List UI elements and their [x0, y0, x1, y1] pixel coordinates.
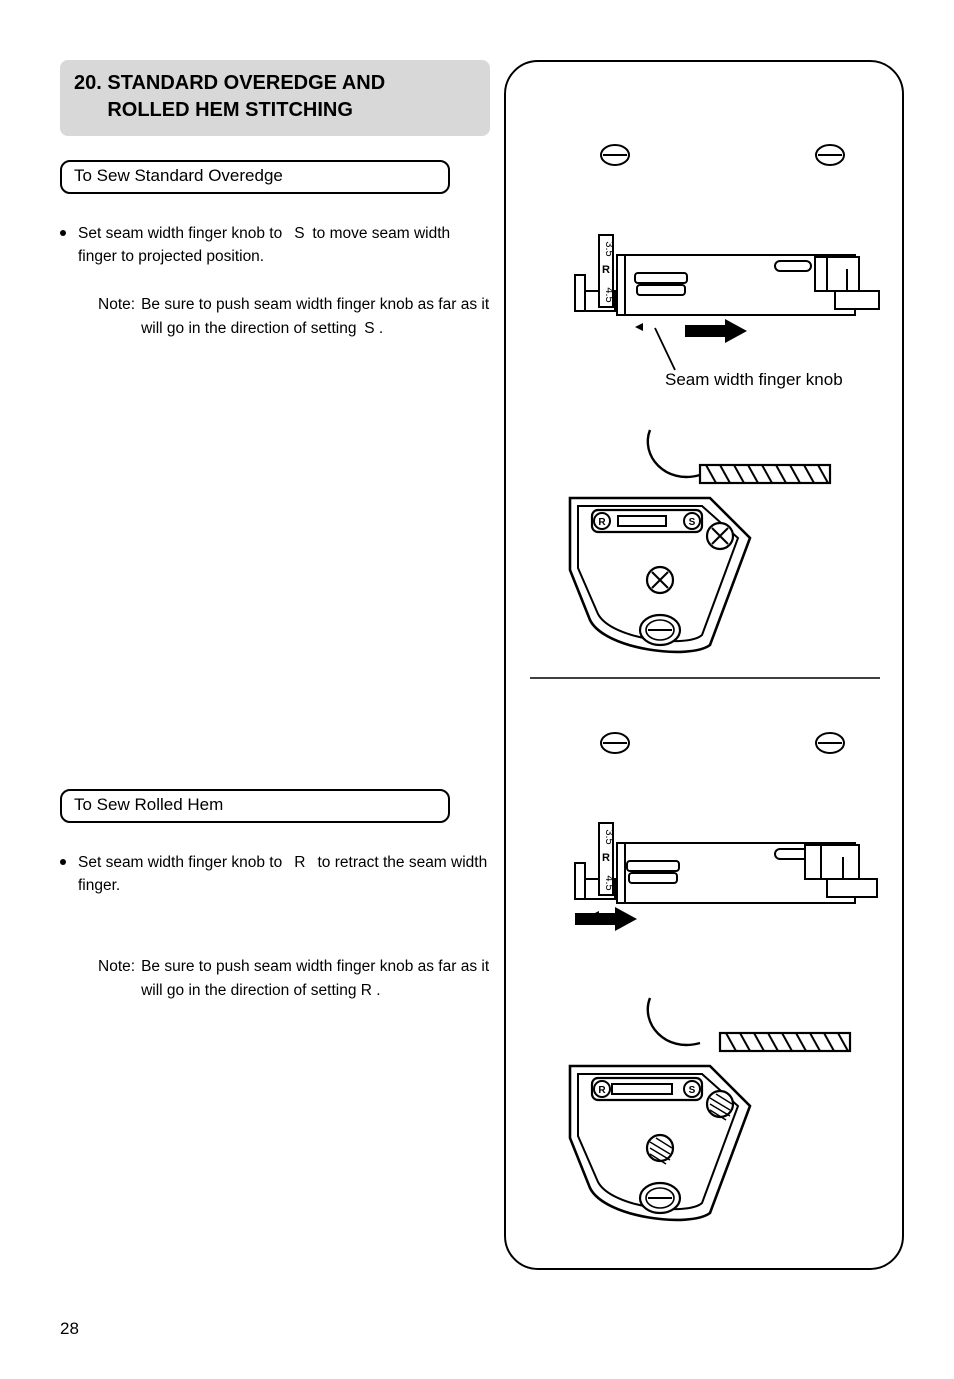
subheading-overedge: To Sew Standard Overedge — [60, 160, 450, 194]
marker-r: R — [598, 517, 606, 528]
rolled-bullet: Set seam width finger knob to R to retra… — [60, 851, 490, 898]
overedge-bullet-text: Set seam width finger knob to S to move … — [78, 222, 490, 269]
subheading-rolled: To Sew Rolled Hem — [60, 789, 450, 823]
callout-line — [655, 328, 675, 370]
overedge-note: Note: Be sure to push seam width finger … — [98, 293, 490, 341]
marker-r: R — [598, 1085, 606, 1096]
screw-icon — [640, 615, 680, 645]
scale-label: R — [602, 852, 610, 864]
overedge-bullet: Set seam width finger knob to S to move … — [60, 222, 490, 269]
subheading-rolled-text: To Sew Rolled Hem — [74, 795, 223, 814]
arrow-left-icon — [575, 907, 637, 931]
bullet-icon — [60, 859, 66, 865]
note-label: Note: — [98, 293, 135, 341]
screw-icon — [816, 145, 844, 165]
screw-icon — [816, 733, 844, 753]
subheading-overedge-text: To Sew Standard Overedge — [74, 166, 283, 185]
screw-icon — [601, 145, 629, 165]
technical-diagram: 3.5 R 4.5 Seam width finger knob — [520, 80, 890, 1250]
marker-s: S — [689, 517, 696, 528]
marker-s: S — [689, 1085, 696, 1096]
feed-dog-icon — [700, 465, 830, 483]
section-title-2: ROLLED HEM STITCHING — [107, 99, 353, 121]
section-title-1: STANDARD OVEREDGE AND — [107, 72, 385, 94]
note-body: Be sure to push seam width finger knob a… — [141, 293, 490, 341]
arrow-right-icon — [685, 319, 747, 343]
scale-label: R — [602, 264, 610, 276]
page-number: 28 — [60, 1319, 79, 1339]
rolled-bullet-text: Set seam width finger knob to R to retra… — [78, 851, 490, 898]
scale-label: 4.5 — [603, 875, 615, 890]
screw-icon — [601, 733, 629, 753]
section-header: 20. STANDARD OVEREDGE AND ROLLED HEM STI… — [60, 60, 490, 136]
scale-label: 4.5 — [603, 287, 615, 302]
bullet-icon — [60, 230, 66, 236]
scale-label: 3.5 — [603, 829, 615, 844]
note-label: Note: — [98, 955, 135, 1003]
section-number: 20. — [74, 72, 102, 94]
feed-dog-icon — [720, 1033, 850, 1051]
scale-label: 3.5 — [603, 241, 615, 256]
screw-icon — [640, 1183, 680, 1213]
diagram-frame: 3.5 R 4.5 Seam width finger knob — [504, 60, 904, 1270]
rolled-note: Note: Be sure to push seam width finger … — [98, 955, 490, 1003]
callout-label: Seam width finger knob — [665, 370, 843, 389]
note-body: Be sure to push seam width finger knob a… — [141, 955, 490, 1003]
